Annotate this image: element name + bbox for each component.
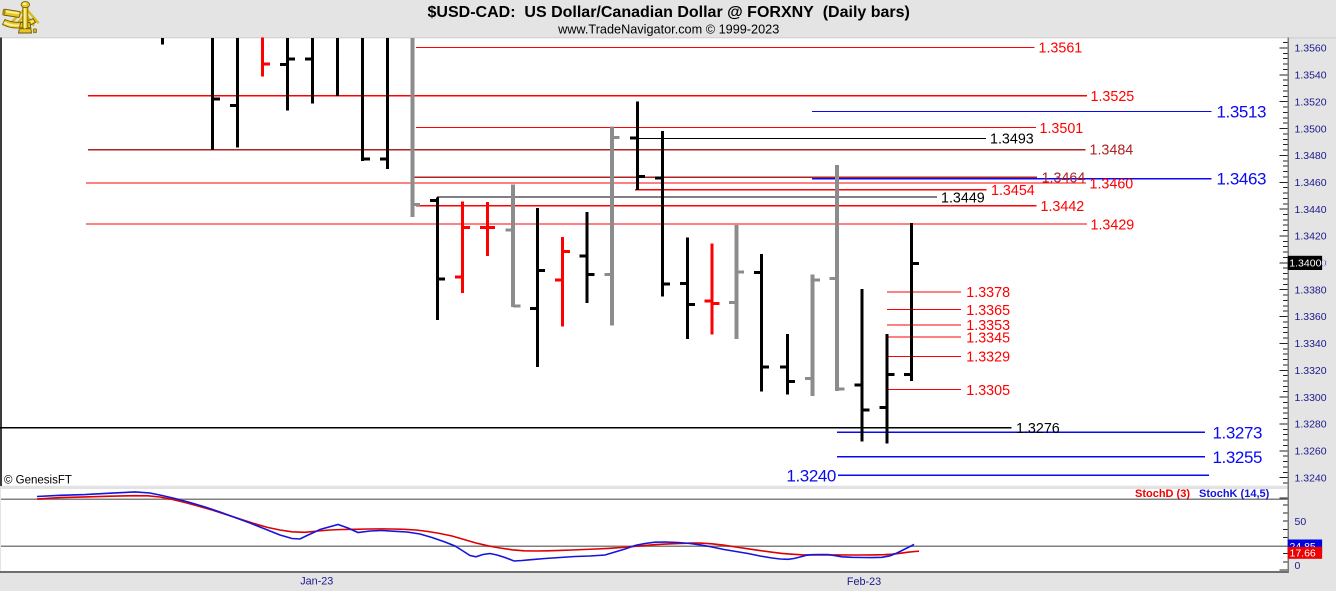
svg-text:StochK (14,5): StochK (14,5) [1199,488,1270,500]
svg-text:1.3540: 1.3540 [1295,70,1327,82]
svg-text:1.3484: 1.3484 [1090,143,1134,159]
svg-text:© GenesisFT: © GenesisFT [4,475,72,487]
svg-text:1.3365: 1.3365 [966,303,1010,319]
svg-text:Feb-23: Feb-23 [847,576,881,588]
svg-text:1.3525: 1.3525 [1091,89,1135,105]
svg-text:1.3460: 1.3460 [1090,176,1134,192]
svg-text:1.3454: 1.3454 [991,183,1035,199]
svg-text:1.3329: 1.3329 [966,350,1010,366]
svg-text:1.3560: 1.3560 [1295,43,1327,55]
svg-text:Jan-23: Jan-23 [300,576,333,588]
svg-text:1.3440: 1.3440 [1295,204,1327,216]
svg-text:1.3353: 1.3353 [966,318,1010,334]
svg-text:1.3260: 1.3260 [1295,446,1327,458]
svg-text:www.TradeNavigator.com © 1999-: www.TradeNavigator.com © 1999-2023 [557,23,779,37]
svg-text:50: 50 [1295,516,1307,528]
svg-text:1.3460: 1.3460 [1295,177,1327,189]
svg-text:1.34000: 1.34000 [1289,258,1327,270]
svg-text:1.3520: 1.3520 [1295,96,1327,108]
svg-text:1.3429: 1.3429 [1091,217,1135,233]
svg-text:1.3480: 1.3480 [1295,150,1327,162]
svg-text:1.3240: 1.3240 [786,466,836,485]
svg-text:1.3360: 1.3360 [1295,311,1327,323]
svg-text:$USD-CAD: US Dollar/Canadian: $USD-CAD: US Dollar/Canadian Dollar @ FO… [428,4,910,21]
svg-text:0: 0 [1295,560,1301,572]
svg-text:1.3463: 1.3463 [1217,170,1267,189]
svg-text:1.3500: 1.3500 [1295,123,1327,135]
svg-text:1.3420: 1.3420 [1295,231,1327,243]
svg-text:17.66: 17.66 [1290,548,1316,560]
svg-text:1.3513: 1.3513 [1217,103,1267,122]
svg-text:1.3255: 1.3255 [1213,448,1263,467]
svg-text:1.3305: 1.3305 [966,383,1010,399]
svg-text:1.3561: 1.3561 [1039,41,1083,57]
svg-text:StochD (3): StochD (3) [1135,488,1190,500]
svg-text:1.3300: 1.3300 [1295,392,1327,404]
svg-text:1.3442: 1.3442 [1041,199,1085,215]
svg-text:1.3240: 1.3240 [1295,472,1327,484]
svg-text:1.3464: 1.3464 [1042,170,1086,186]
svg-text:0: 0 [1322,258,1328,270]
svg-text:1.3449: 1.3449 [941,190,985,206]
svg-text:1.3345: 1.3345 [966,330,1010,346]
svg-text:1.3320: 1.3320 [1295,365,1327,377]
svg-text:1.3378: 1.3378 [966,285,1010,301]
svg-text:1.3276: 1.3276 [1016,421,1060,437]
svg-text:1.3273: 1.3273 [1213,423,1263,442]
svg-text:1.3280: 1.3280 [1295,419,1327,431]
svg-text:1.3380: 1.3380 [1295,284,1327,296]
svg-text:1.3501: 1.3501 [1040,121,1084,137]
svg-text:1.3340: 1.3340 [1295,338,1327,350]
svg-text:1.3493: 1.3493 [990,132,1034,148]
